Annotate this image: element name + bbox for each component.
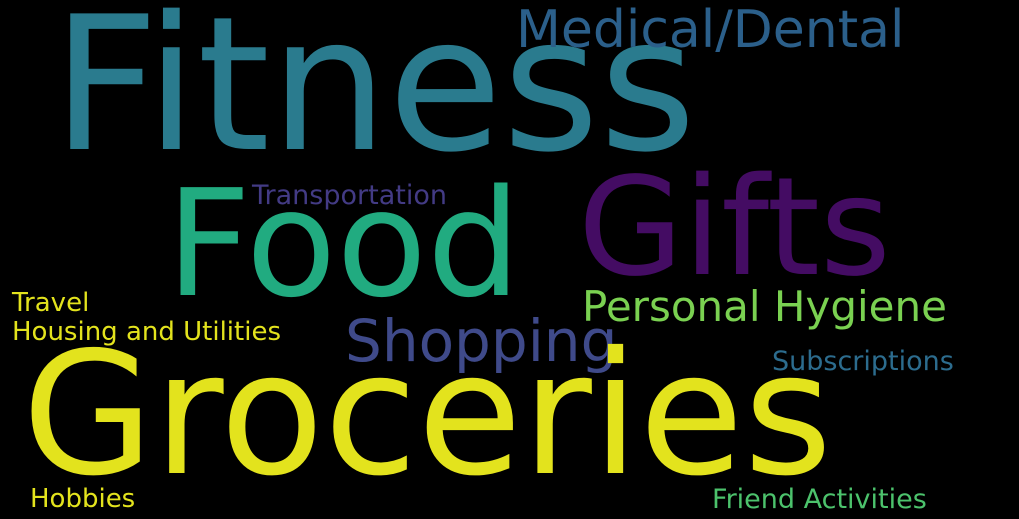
word-travel: Travel: [12, 288, 90, 318]
word-hobbies: Hobbies: [30, 484, 136, 514]
word-medical-dental: Medical/Dental: [516, 0, 905, 60]
word-friend-activities: Friend Activities: [712, 484, 927, 515]
word-groceries: Groceries: [22, 316, 833, 514]
word-food: Food: [166, 158, 521, 330]
word-personal-hygiene: Personal Hygiene: [582, 282, 947, 331]
word-fitness: Fitness: [52, 0, 697, 193]
word-subscriptions: Subscriptions: [772, 346, 954, 377]
word-housing-and-utilities: Housing and Utilities: [12, 317, 281, 347]
word-gifts: Gifts: [578, 149, 891, 307]
word-shopping: Shopping: [345, 307, 618, 375]
word-transportation: Transportation: [252, 180, 447, 211]
